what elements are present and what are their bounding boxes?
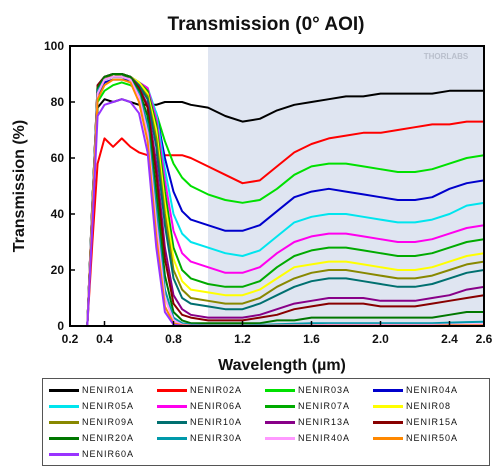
x-tick-label: 0.2 — [62, 332, 79, 346]
series-line-nenir20a — [70, 73, 484, 326]
legend-label: NENIR50A — [406, 433, 459, 443]
legend-label: NENIR01A — [82, 385, 135, 395]
legend-item-nenir07a: NENIR07A — [265, 399, 350, 413]
legend-swatch — [265, 436, 295, 440]
x-tick-label: 1.6 — [303, 332, 320, 346]
x-tick-label: 0.4 — [96, 332, 113, 346]
legend-item-nenir60a: NENIR60A — [49, 447, 134, 461]
legend-item-nenir06a: NENIR06A — [157, 399, 242, 413]
legend-label: NENIR08 — [406, 401, 452, 411]
series-line-nenir04a — [70, 78, 484, 326]
legend-swatch — [157, 420, 187, 424]
legend-swatch — [157, 436, 187, 440]
legend-item-nenir30a: NENIR30A — [157, 431, 242, 445]
legend-swatch — [49, 420, 79, 424]
legend-label: NENIR02A — [190, 385, 243, 395]
legend-swatch — [49, 452, 79, 456]
y-tick-label: 20 — [51, 263, 65, 277]
chart-title: Transmission (0° AOI) — [168, 14, 365, 35]
legend-label: NENIR20A — [82, 433, 135, 443]
series-line-nenir01a — [70, 89, 484, 326]
y-tick-label: 40 — [51, 207, 65, 221]
x-tick-label: 1.2 — [234, 332, 251, 346]
transmission-chart: THORLABS 0.2 0.4 0.8 1.2 1.6 2.0 2.4 2.6 0 20 40 60… — [11, 14, 493, 374]
legend-item-nenir05a: NENIR05A — [49, 399, 134, 413]
legend-item-nenir13a: NENIR13A — [265, 415, 350, 429]
series-line-nenir02a — [70, 120, 484, 326]
legend-label: NENIR15A — [406, 417, 459, 427]
legend-swatch — [157, 388, 187, 392]
legend-item-nenir09a: NENIR09A — [49, 415, 134, 429]
legend-swatch — [265, 420, 295, 424]
legend-swatch — [373, 388, 403, 392]
legend-swatch — [157, 404, 187, 408]
y-tick-label: 80 — [51, 95, 65, 109]
x-tick-label: 2.6 — [476, 332, 493, 346]
legend-label: NENIR10A — [190, 417, 243, 427]
legend-swatch — [49, 436, 79, 440]
y-tick-label: 60 — [51, 151, 65, 165]
legend-label: NENIR13A — [298, 417, 351, 427]
legend-item-nenir04a: NENIR04A — [373, 383, 458, 397]
legend-swatch — [373, 420, 403, 424]
legend-swatch — [373, 404, 403, 408]
y-axis-label: Transmission (%) — [11, 120, 28, 252]
legend-label: NENIR07A — [298, 401, 351, 411]
legend-item-nenir40a: NENIR40A — [265, 431, 350, 445]
watermark-logo: THORLABS — [424, 52, 469, 61]
series-line-nenir60a — [70, 98, 484, 326]
legend-label: NENIR30A — [190, 433, 243, 443]
legend-item-nenir03a: NENIR03A — [265, 383, 350, 397]
y-tick-label: 0 — [57, 319, 64, 333]
legend-label: NENIR04A — [406, 385, 459, 395]
legend-swatch — [265, 388, 295, 392]
x-tick-label: 0.8 — [165, 332, 182, 346]
legend-label: NENIR03A — [298, 385, 351, 395]
legend: NENIR01A NENIR02A NENIR03A NENIR04A NENIR05A… — [42, 378, 490, 466]
legend-item-nenir02a: NENIR02A — [157, 383, 242, 397]
legend-item-nenir15a: NENIR15A — [373, 415, 458, 429]
x-tick-label: 2.0 — [372, 332, 389, 346]
legend-item-nenir08: NENIR08 — [373, 399, 451, 413]
x-tick-label: 2.4 — [441, 332, 458, 346]
x-axis-label: Wavelength (µm) — [218, 357, 346, 374]
series-line-nenir03a — [70, 81, 484, 326]
legend-label: NENIR09A — [82, 417, 135, 427]
legend-label: NENIR40A — [298, 433, 351, 443]
legend-item-nenir50a: NENIR50A — [373, 431, 458, 445]
legend-item-nenir20a: NENIR20A — [49, 431, 134, 445]
legend-label: NENIR05A — [82, 401, 135, 411]
legend-item-nenir01a: NENIR01A — [49, 383, 134, 397]
y-tick-label: 100 — [44, 39, 64, 53]
legend-swatch — [49, 404, 79, 408]
legend-item-nenir10a: NENIR10A — [157, 415, 242, 429]
legend-swatch — [49, 388, 79, 392]
legend-label: NENIR06A — [190, 401, 243, 411]
legend-swatch — [265, 404, 295, 408]
legend-swatch — [373, 436, 403, 440]
ticks-group: 0.2 0.4 0.8 1.2 1.6 2.0 2.4 2.6 0 20 40 60 80 100 — [44, 39, 493, 346]
plot-frame — [69, 45, 485, 327]
legend-label: NENIR60A — [82, 449, 135, 459]
